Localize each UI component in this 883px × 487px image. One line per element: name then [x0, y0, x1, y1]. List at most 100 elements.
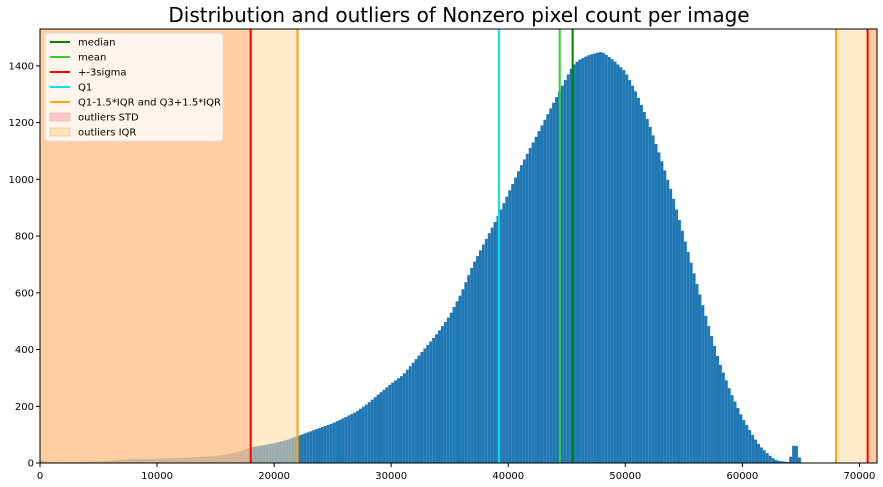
histogram-bar	[320, 427, 324, 463]
histogram-bar	[654, 143, 658, 463]
histogram-bar	[326, 424, 330, 463]
histogram-bar	[397, 378, 400, 463]
histogram-bar	[707, 326, 711, 463]
histogram-bar	[473, 261, 477, 463]
histogram-bar	[774, 459, 778, 463]
histogram-bar	[481, 244, 485, 463]
chart-title: Distribution and outliers of Nonzero pix…	[168, 3, 749, 27]
histogram-bar	[364, 404, 368, 463]
histogram-bar	[607, 57, 611, 463]
histogram-bar	[543, 119, 547, 463]
histogram-bar	[604, 54, 608, 463]
histogram-bar	[502, 203, 506, 463]
histogram-bar	[522, 159, 526, 463]
histogram-bar	[569, 68, 573, 463]
legend-label: outliers IQR	[78, 128, 136, 139]
histogram-bar	[417, 355, 421, 463]
histogram-bar	[423, 348, 427, 463]
histogram-bar	[484, 238, 488, 463]
histogram-bar	[590, 54, 594, 463]
x-tick-label: 40000	[492, 471, 524, 482]
y-tick-label: 0	[28, 459, 34, 470]
histogram-bar	[514, 177, 518, 463]
histogram-bar	[490, 227, 494, 463]
histogram-bar	[669, 188, 673, 463]
histogram-bar	[555, 97, 559, 463]
histogram-bar	[394, 380, 398, 463]
histogram-bar	[718, 364, 722, 463]
histogram-bar	[297, 435, 301, 463]
histogram-bar	[458, 295, 462, 463]
histogram-bar	[616, 64, 620, 463]
histogram-bar	[578, 59, 582, 463]
histogram-bar	[651, 135, 655, 463]
histogram-bar	[716, 355, 719, 463]
histogram-bar	[686, 252, 690, 463]
histogram-bar	[727, 388, 731, 463]
x-tick-label: 50000	[609, 471, 641, 482]
y-tick-label: 600	[15, 288, 34, 299]
histogram-bar	[759, 447, 763, 463]
histogram-bar	[443, 321, 447, 463]
histogram-bar	[382, 389, 386, 463]
y-tick-label: 800	[15, 232, 34, 243]
histogram-bar	[560, 85, 564, 463]
histogram-bar	[666, 179, 670, 463]
histogram-bar	[742, 420, 746, 463]
x-tick-label: 20000	[258, 471, 290, 482]
histogram-bar	[408, 366, 412, 463]
histogram-bar	[508, 190, 512, 463]
legend-label: mean	[78, 53, 106, 64]
histogram-bar	[762, 450, 766, 463]
histogram-bar	[593, 53, 597, 463]
histogram-bar	[534, 136, 538, 463]
histogram-bar	[323, 425, 327, 463]
histogram-bar	[563, 80, 567, 463]
x-tick-label: 70000	[844, 471, 876, 482]
histogram-bar	[309, 431, 313, 463]
x-tick-label: 0	[37, 471, 43, 482]
histogram-bar	[367, 402, 371, 463]
legend-label: +-3sigma	[78, 68, 127, 79]
histogram-bar	[692, 273, 696, 463]
histogram-bar	[751, 434, 755, 463]
histogram-bar	[660, 161, 664, 463]
histogram-bar	[730, 395, 734, 463]
histogram-bar	[391, 382, 395, 463]
histogram-bar	[546, 114, 550, 463]
histogram-bar	[724, 380, 728, 463]
histogram-bar	[587, 55, 591, 463]
histogram-bar	[306, 432, 310, 463]
histogram-bar	[795, 445, 798, 463]
y-tick-label: 200	[15, 402, 34, 413]
histogram-bar	[370, 399, 374, 463]
histogram-bar	[455, 301, 459, 463]
histogram-bar	[312, 430, 316, 463]
histogram-bar	[344, 416, 348, 463]
histogram-bar	[765, 453, 769, 463]
histogram-bar	[461, 289, 465, 463]
histogram-bar	[467, 275, 471, 463]
histogram-bar	[645, 119, 649, 463]
histogram-bar	[300, 434, 304, 463]
histogram-bar	[771, 458, 775, 463]
histogram-bar	[610, 59, 614, 463]
histogram-bar	[493, 221, 497, 463]
legend: median mean +-3sigma Q1 Q1-1.5*IQR and Q3+1.…	[44, 32, 224, 142]
histogram-bar	[619, 67, 623, 463]
histogram-bar	[511, 183, 515, 463]
histogram-bar	[517, 171, 520, 463]
histogram-bar	[631, 85, 635, 463]
legend-label: Q1	[78, 83, 92, 94]
histogram-bar	[379, 392, 383, 463]
histogram-bar	[432, 337, 436, 463]
histogram-bar	[464, 282, 468, 463]
histogram-bar	[426, 344, 430, 463]
histogram-bar	[639, 104, 643, 463]
histogram-bar	[470, 267, 474, 463]
x-tick-label: 30000	[375, 471, 407, 482]
histogram-bar	[581, 58, 585, 463]
histogram-bar	[689, 262, 693, 463]
histogram-bar	[318, 428, 321, 463]
